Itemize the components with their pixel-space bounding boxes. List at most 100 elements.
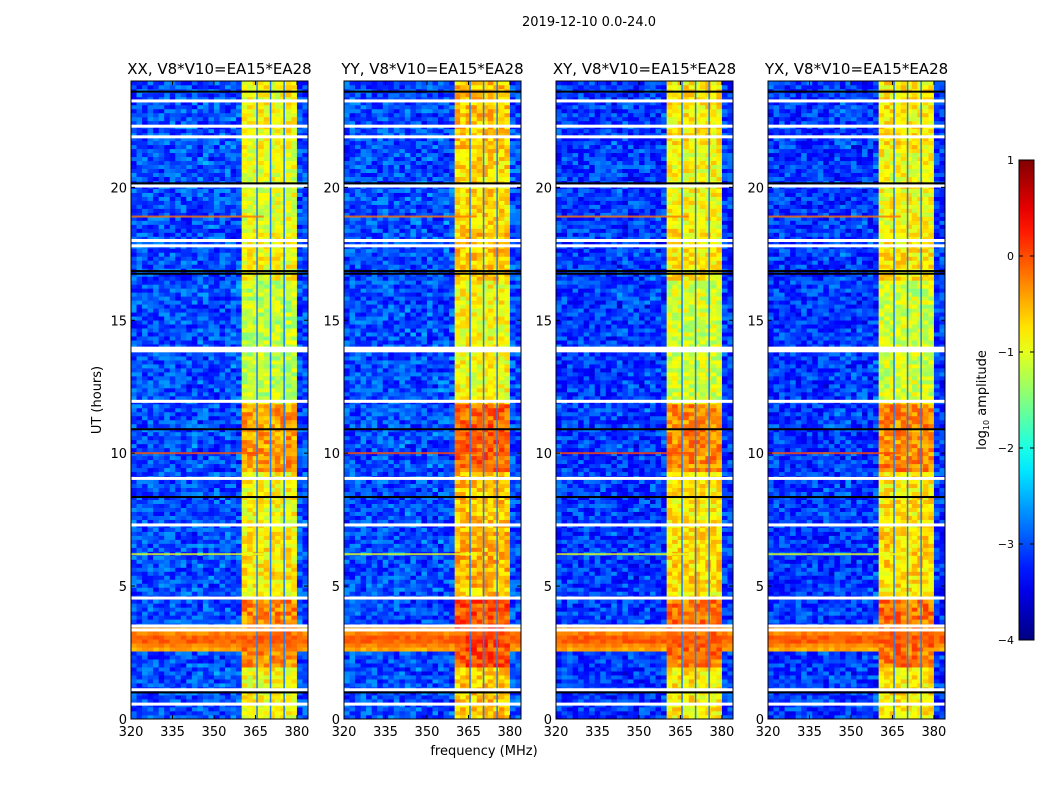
heatmap-cell — [296, 479, 303, 485]
heatmap-cell — [236, 156, 242, 162]
heatmap-cell — [191, 152, 198, 158]
heatmap-cell — [280, 100, 287, 106]
heatmap-cell — [285, 431, 292, 437]
heatmap-cell — [186, 423, 193, 429]
heatmap-cell — [236, 100, 242, 106]
heatmap-cell — [208, 647, 215, 652]
heatmap-cell — [247, 455, 253, 461]
heatmap-cell — [131, 655, 137, 660]
heatmap-cell — [136, 559, 143, 564]
heatmap-cell — [186, 164, 193, 170]
heatmap-cell — [186, 663, 193, 668]
heatmap-cell — [197, 591, 204, 596]
heatmap-cell — [153, 647, 159, 652]
heatmap-cell — [285, 423, 292, 429]
heatmap-cell — [285, 507, 292, 512]
heatmap-cell — [296, 216, 303, 221]
heatmap-cell — [213, 280, 220, 285]
heatmap-cell — [247, 483, 253, 489]
heatmap-cell — [191, 240, 198, 245]
heatmap-cell — [291, 292, 298, 297]
heatmap-cell — [263, 200, 270, 205]
heatmap-cell — [296, 683, 303, 688]
heatmap-cell — [302, 208, 309, 213]
heatmap-cell — [263, 156, 270, 162]
heatmap-cell — [142, 423, 148, 429]
heatmap-cell — [202, 260, 209, 265]
heatmap-cell — [153, 136, 159, 142]
heatmap-cell — [274, 380, 281, 385]
heatmap-cell — [208, 160, 215, 166]
heatmap-cell — [191, 587, 198, 592]
heatmap-cell — [131, 120, 137, 126]
heatmap-cell — [285, 188, 292, 193]
heatmap-cell — [136, 715, 143, 720]
heatmap-cell — [219, 324, 226, 329]
heatmap-cell — [153, 380, 159, 385]
heatmap-cell — [208, 711, 215, 716]
heatmap-cell — [247, 503, 253, 508]
heatmap-cell — [191, 388, 198, 393]
heatmap-cell — [263, 292, 270, 297]
heatmap-cell — [230, 439, 237, 445]
heatmap-cell — [153, 132, 159, 138]
heatmap-cell — [296, 447, 303, 453]
heatmap-cell — [158, 667, 165, 672]
heatmap-cell — [191, 320, 198, 325]
heatmap-cell — [236, 140, 242, 146]
heatmap-cell — [236, 507, 242, 512]
heatmap-cell — [197, 276, 204, 281]
heatmap-cell — [241, 607, 248, 612]
heatmap-cell — [291, 583, 298, 588]
heatmap-cell — [175, 396, 182, 401]
heatmap-cell — [280, 535, 287, 540]
heatmap-cell — [263, 280, 270, 285]
heatmap-cell — [213, 483, 220, 489]
heatmap-cell — [186, 487, 193, 493]
heatmap-cell — [280, 372, 287, 377]
heatmap-cell — [236, 284, 242, 289]
heatmap-cell — [263, 324, 270, 329]
heatmap-cell — [225, 372, 231, 377]
heatmap-cell — [291, 376, 298, 381]
heatmap-cell — [230, 324, 237, 329]
heatmap-cell — [230, 164, 237, 170]
heatmap-cell — [236, 192, 242, 197]
heatmap-cell — [225, 280, 231, 285]
heatmap-cell — [285, 104, 292, 110]
heatmap-cell — [158, 248, 165, 253]
heatmap-cell — [296, 567, 303, 572]
heatmap-cell — [280, 292, 287, 297]
heatmap-cell — [180, 583, 187, 588]
heatmap-cell — [219, 619, 226, 624]
heatmap-cell — [180, 144, 187, 150]
heatmap-cell — [258, 683, 265, 688]
heatmap-cell — [142, 579, 148, 584]
heatmap-cell — [142, 575, 148, 580]
heatmap-cell — [241, 324, 248, 329]
heatmap-cell — [230, 459, 237, 465]
heatmap-cell — [153, 407, 159, 413]
heatmap-cell — [164, 655, 171, 660]
heatmap-cell — [247, 423, 253, 429]
heatmap-cell — [158, 312, 165, 317]
heatmap-cell — [241, 483, 248, 489]
heatmap-cell — [269, 392, 276, 397]
heatmap-cell — [285, 539, 292, 544]
heatmap-cell — [225, 352, 231, 357]
heatmap-cell — [252, 204, 259, 209]
heatmap-cell — [258, 276, 265, 281]
heatmap-cell — [230, 252, 237, 257]
heatmap-cell — [186, 320, 193, 325]
heatmap-cell — [296, 647, 303, 652]
heatmap-cell — [225, 643, 231, 648]
heatmap-cell — [131, 419, 137, 425]
heatmap-cell — [164, 332, 171, 337]
heatmap-cell — [269, 591, 276, 596]
heatmap-cell — [285, 108, 292, 114]
heatmap-cell — [197, 308, 204, 313]
heatmap-cell — [175, 447, 182, 453]
heatmap-cell — [164, 248, 171, 253]
heatmap-cell — [219, 396, 226, 401]
heatmap-cell — [175, 120, 182, 126]
